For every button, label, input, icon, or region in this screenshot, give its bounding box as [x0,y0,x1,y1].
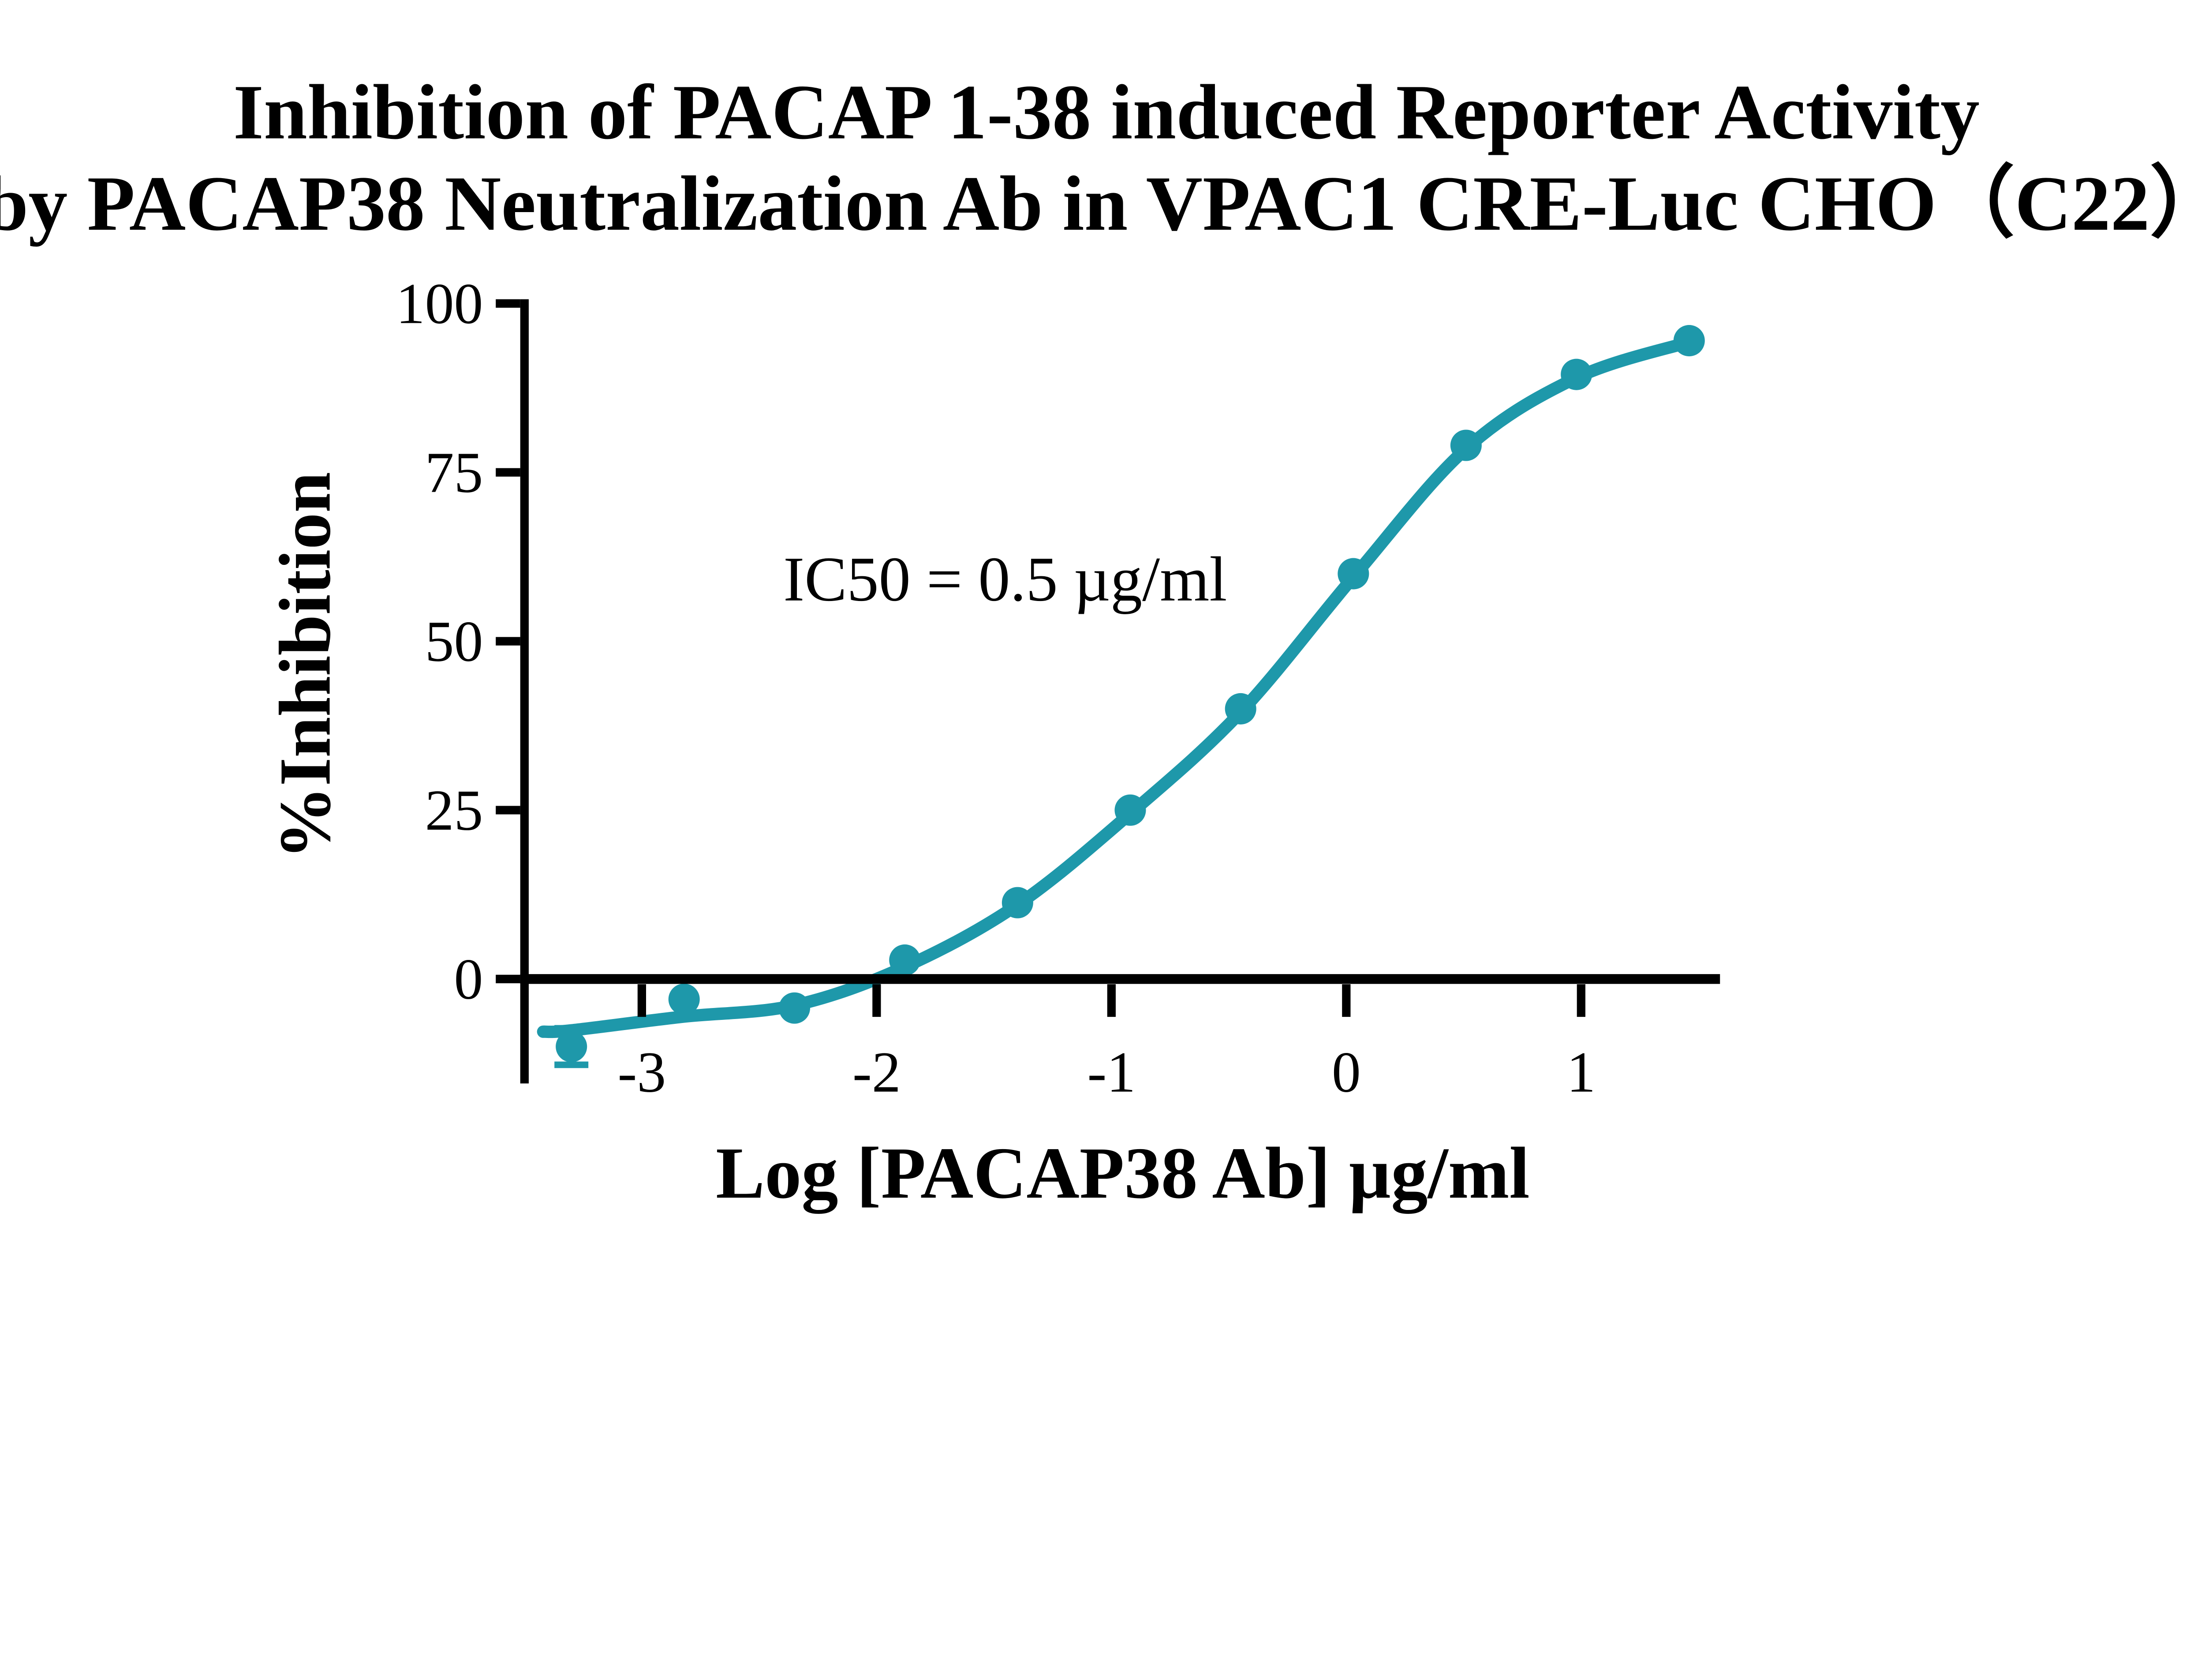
data-point-marker [1338,558,1369,590]
chart-title-line2: by PACAP38 Neutralization Ab in VPAC1 CR… [0,161,2205,247]
fit-curve [537,336,1696,1038]
data-point-marker [1225,693,1256,724]
y-tick-label: 100 [396,272,483,336]
y-tick-label: 50 [425,610,483,674]
data-point-marker [1114,794,1146,826]
data-point-marker [1673,325,1705,357]
x-tick-label: 0 [1332,1041,1361,1105]
chart-canvas: 0 25 50 75 100 -3 -2 -1 0 1 Inhibition of PACAP 1-… [0,69,2205,1214]
chart-title-line1: Inhibition of PACAP 1-38 induced Reporte… [233,69,1980,156]
data-point-marker [889,944,921,976]
y-tick-label: 0 [454,948,483,1012]
x-tick-label: -3 [618,1041,666,1105]
x-tick-label: -1 [1087,1041,1136,1105]
data-point-marker [1002,887,1033,918]
y-tick-label: 75 [425,441,483,505]
x-axis-title: Log [PACAP38 Ab] µg/ml [716,1133,1530,1214]
dose-response-figure: 0 25 50 75 100 -3 -2 -1 0 1 Inhibition of PACAP 1-… [0,69,2205,1214]
data-point-marker [556,1030,587,1062]
y-axis-title: %Inhibition [265,472,346,859]
data-point-marker [1561,358,1592,390]
data-point-marker [668,983,700,1015]
x-tick-label: 1 [1566,1041,1596,1105]
data-point-marker [1450,429,1482,461]
data-point-marker [778,992,811,1024]
y-tick-label: 25 [425,779,483,843]
ic50-annotation: IC50 = 0.5 µg/ml [783,544,1227,615]
x-tick-label: -2 [852,1041,901,1105]
